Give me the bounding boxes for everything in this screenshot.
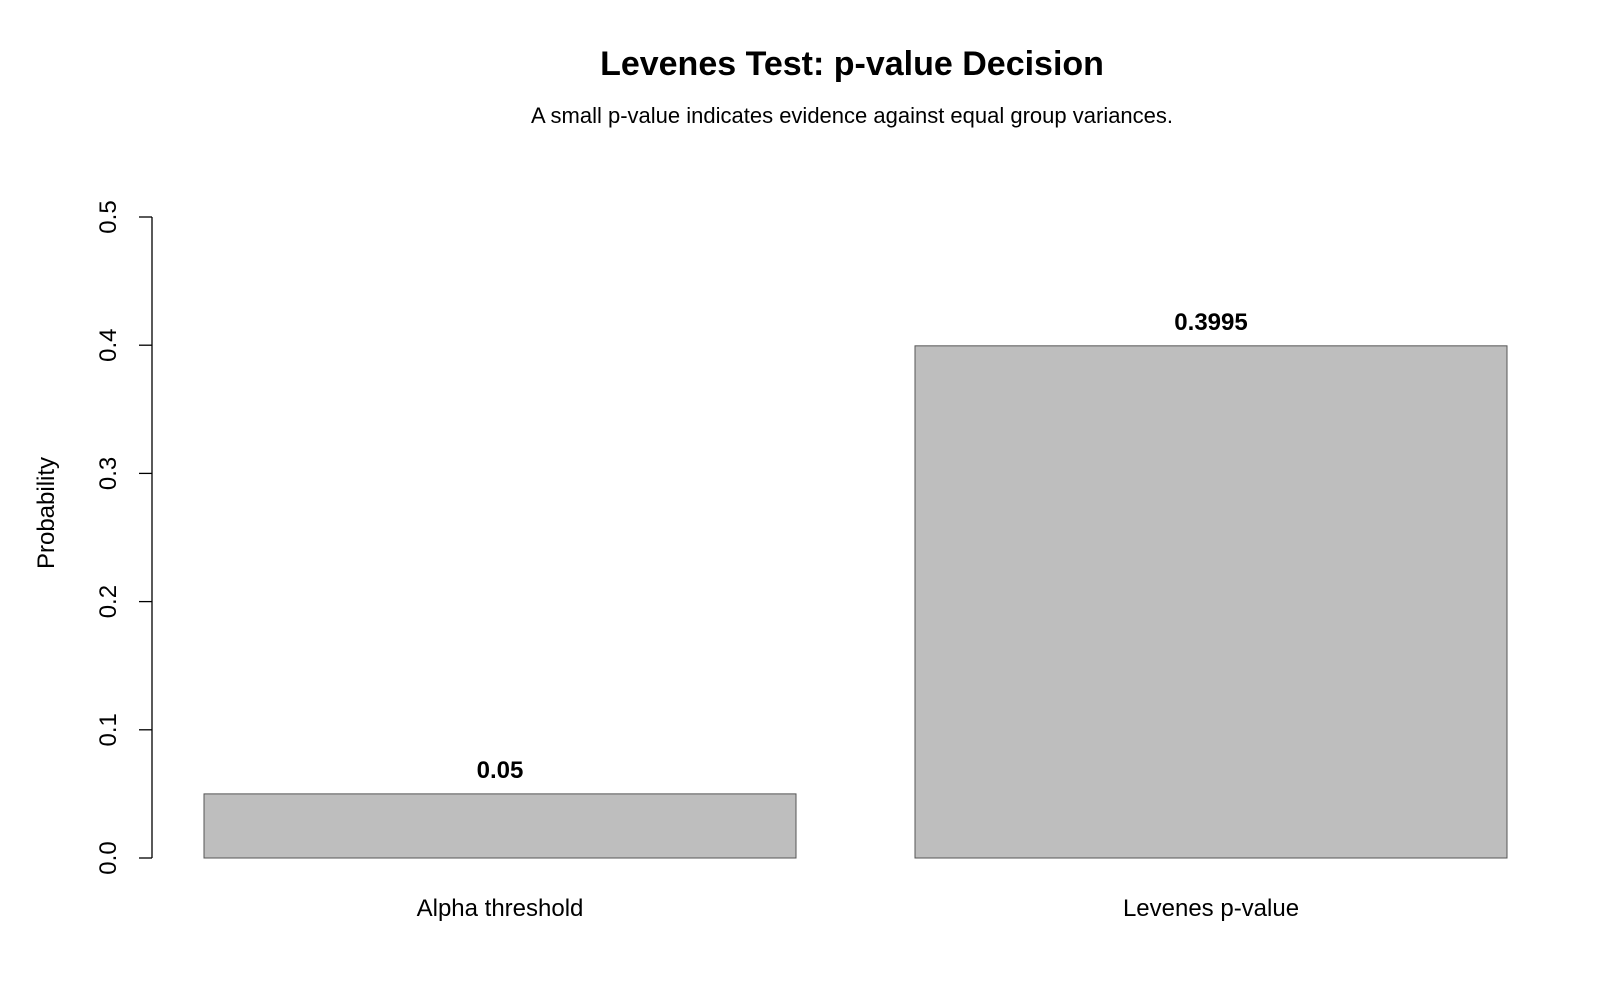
bar-data-label: 0.3995 [1174,309,1247,336]
y-tick-label: 0.2 [95,585,122,618]
x-category-label: Levenes p-value [1123,895,1299,922]
y-axis: 0.0 0.1 0.2 0.3 0.4 0.5 [95,200,153,875]
chart-title: Levenes Test: p-value Decision [600,45,1104,83]
bars-group: 0.05 0.3995 [203,309,1508,859]
y-tick-label: 0.0 [95,841,122,874]
y-tick-label: 0.4 [95,329,122,362]
bar-data-label: 0.05 [477,757,524,784]
x-axis-category-labels: Alpha threshold Levenes p-value [417,895,1299,922]
y-axis-label: Probability [33,457,60,569]
x-category-label: Alpha threshold [417,895,584,922]
y-tick-label: 0.1 [95,713,122,746]
y-tick-label: 0.5 [95,200,122,233]
y-tick-label: 0.3 [95,457,122,490]
chart-subtitle: A small p-value indicates evidence again… [531,103,1173,128]
bar [914,345,1508,859]
bar [203,793,797,859]
